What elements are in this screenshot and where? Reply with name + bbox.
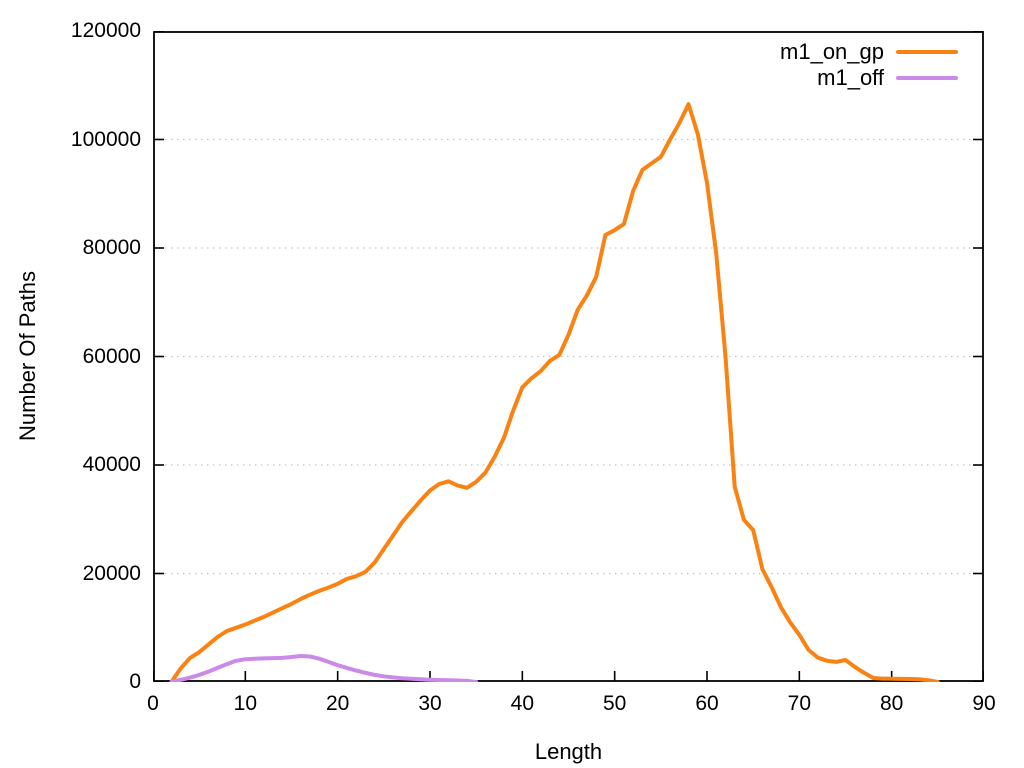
y-axis-title: Number Of Paths [15, 271, 40, 441]
x-axis-title: Length [534, 739, 603, 764]
x-tick-label: 40 [510, 692, 534, 715]
y-tick-label: 100000 [70, 127, 141, 151]
x-tick-label: 90 [972, 692, 996, 715]
y-tick-label: 60000 [82, 344, 141, 368]
y-tick-label: 40000 [82, 453, 141, 476]
x-tick-label: 30 [418, 692, 442, 715]
plot-area [153, 31, 984, 682]
legend-entry-m1_on_gp: m1_on_gp [780, 39, 958, 65]
x-tick-label: 60 [695, 692, 719, 715]
legend-line-sample [896, 76, 958, 80]
y-tick-label: 20000 [82, 561, 141, 585]
y-tick-label: 120000 [70, 19, 141, 42]
x-tick-label: 20 [325, 692, 350, 715]
series-line-m1_off [169, 654, 479, 682]
legend-label: m1_on_gp [780, 39, 884, 64]
x-tick-label: 80 [879, 692, 904, 715]
legend-line-sample [896, 50, 958, 54]
legend-entry-m1_off: m1_off [780, 65, 958, 91]
x-tick-label: 0 [147, 692, 159, 715]
series-line-m1_on_gp [169, 102, 940, 682]
x-tick-label: 10 [233, 692, 257, 715]
y-tick-label: 0 [129, 670, 141, 693]
legend: m1_on_gp m1_off [780, 39, 958, 91]
x-tick-label: 50 [602, 692, 627, 715]
legend-label: m1_off [817, 65, 884, 90]
plot-canvas [153, 31, 984, 682]
y-tick-label: 80000 [82, 236, 141, 259]
x-tick-label: 70 [787, 692, 811, 715]
